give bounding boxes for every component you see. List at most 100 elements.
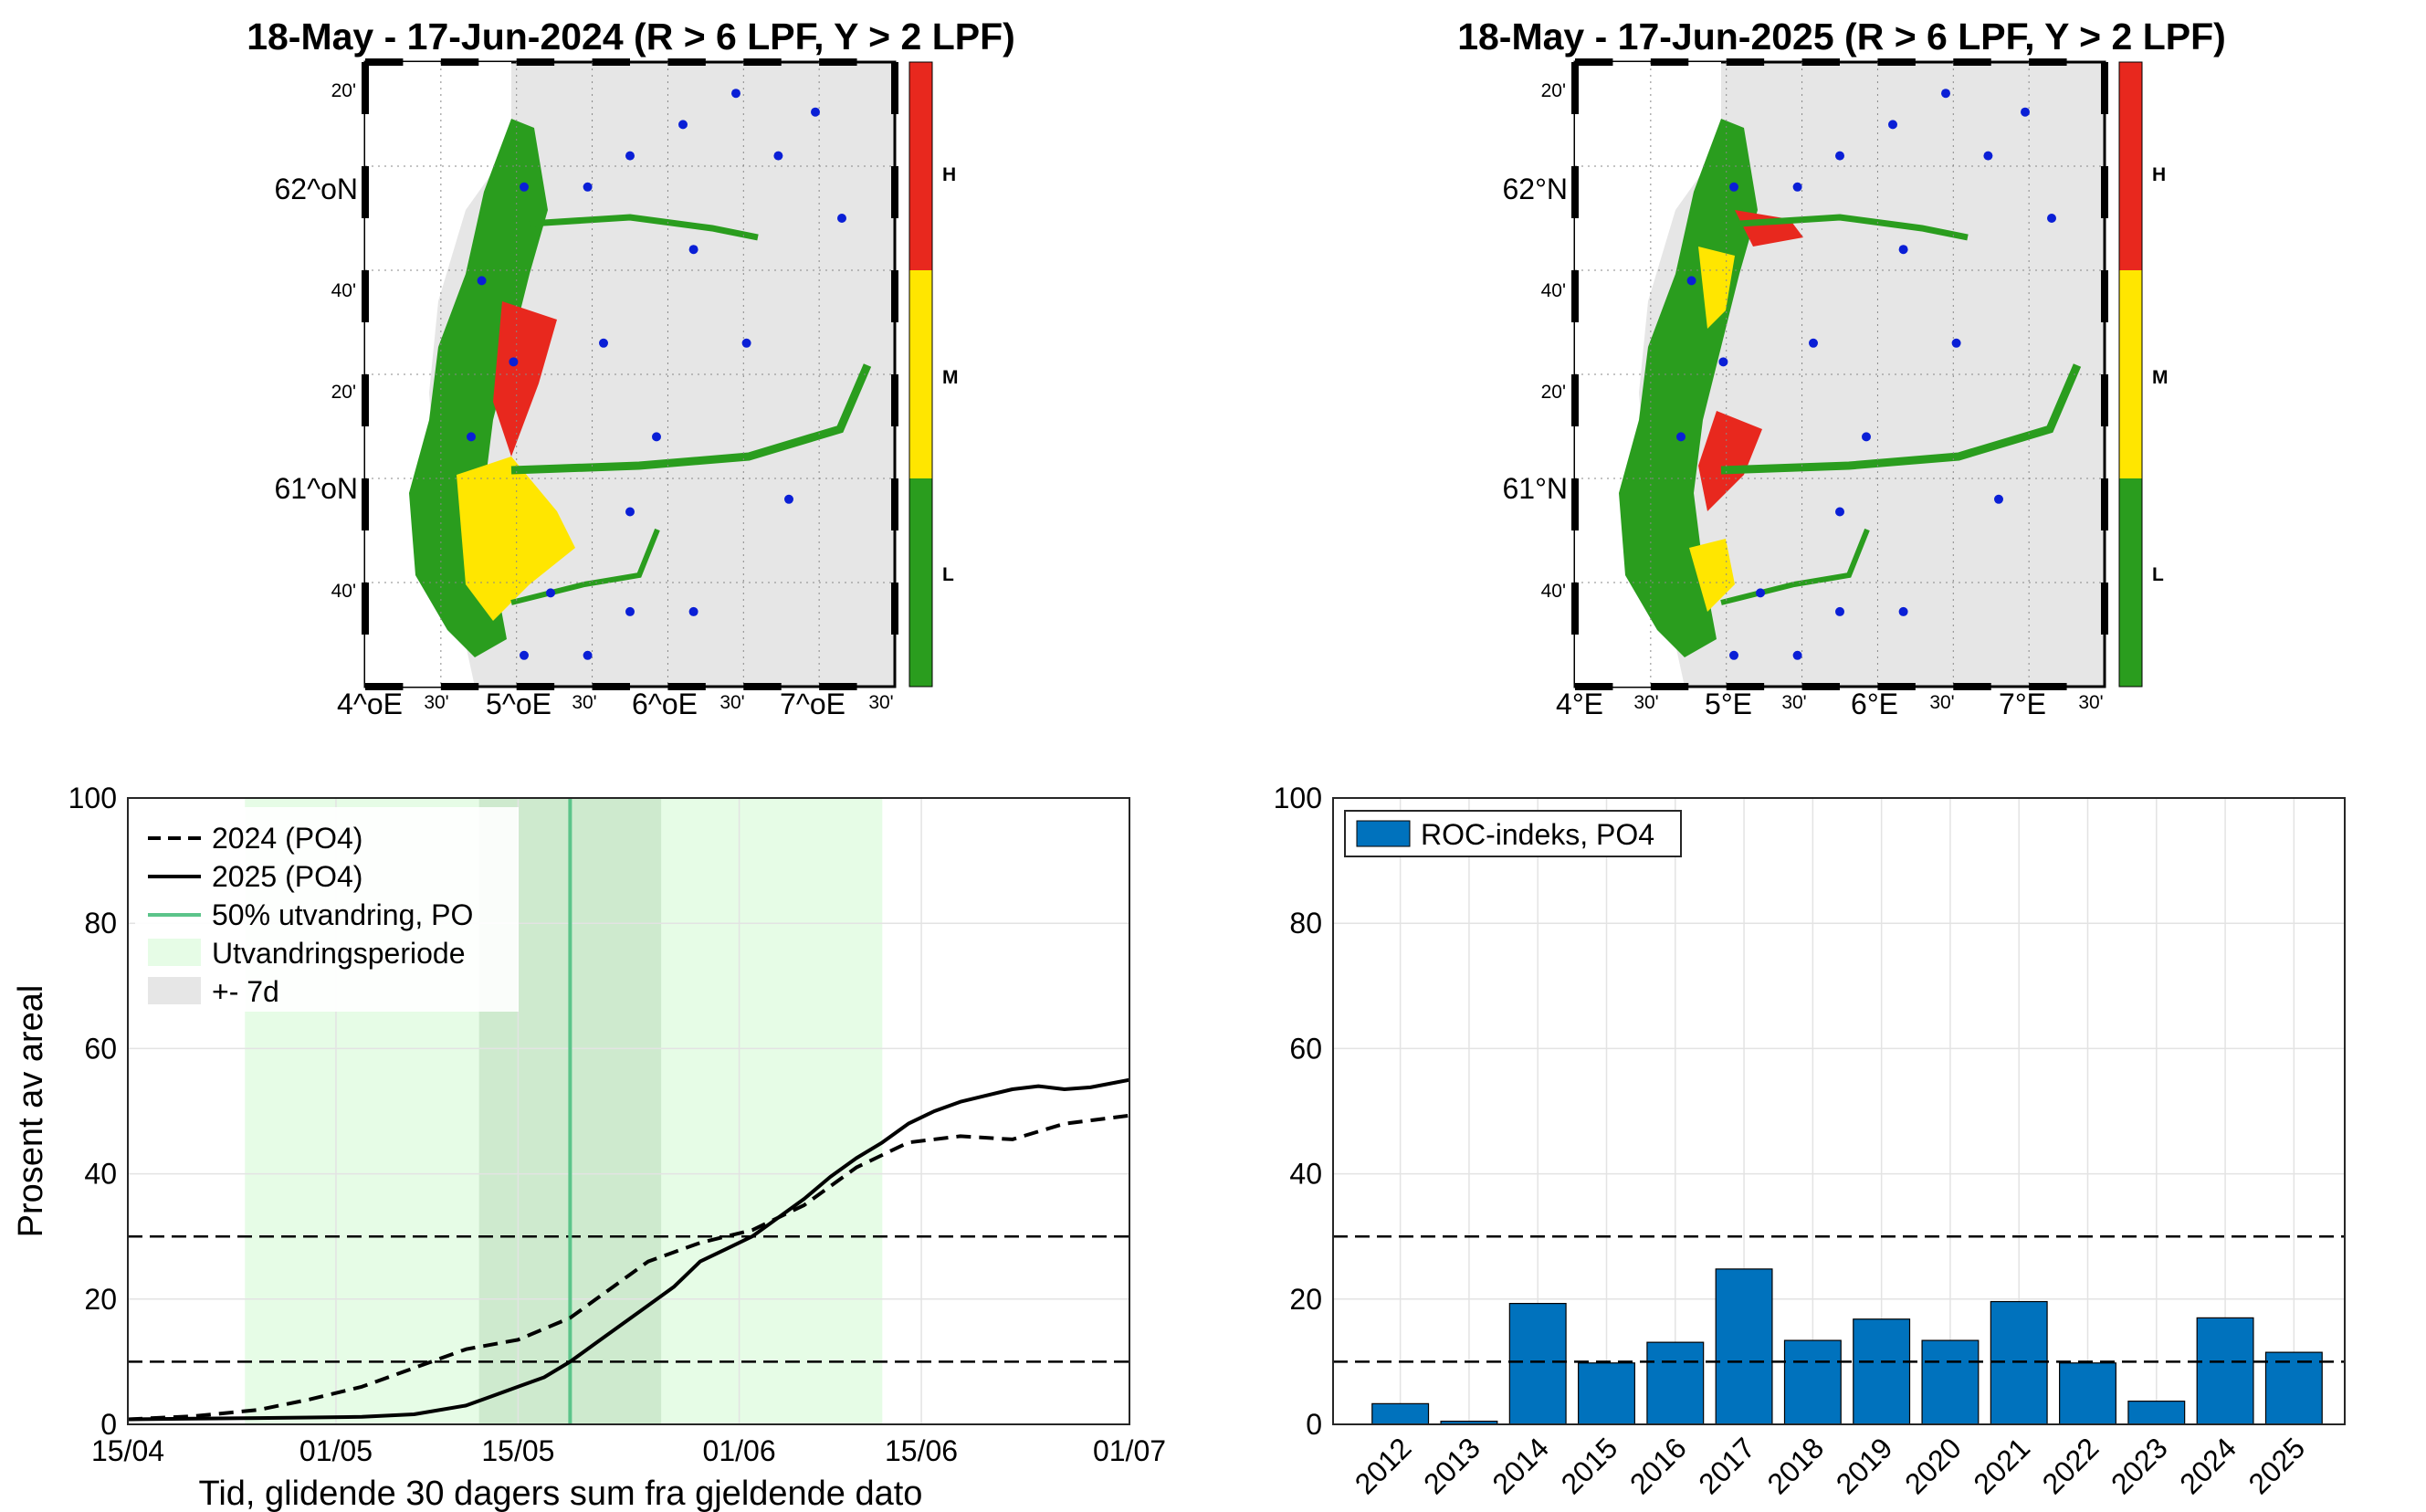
colorbar-label: H (942, 164, 956, 185)
station-marker (599, 338, 608, 348)
bar-plot-area (1333, 798, 2345, 1424)
series-line-2024 (128, 1113, 1129, 1422)
fjord-main (1720, 363, 2082, 475)
y-tick-label: 60 (84, 1032, 117, 1065)
bar-2021 (1990, 1300, 2048, 1425)
bar-2022 (2059, 1362, 2116, 1425)
bar-2024 (2196, 1317, 2254, 1425)
map-panel-2025: 18-May - 17-Jun-2025 (R > 6 LPF, Y > 2 L… (1457, 16, 2226, 720)
map-panel-2024: 18-May - 17-Jun-2024 (R > 6 LPF, Y > 2 L… (247, 16, 1015, 720)
station-marker (741, 338, 751, 348)
y-tick-label: 40 (1289, 1158, 1322, 1191)
map-frame-tick (1877, 683, 1916, 690)
station-marker (2021, 107, 2030, 117)
colorbar-label: L (942, 564, 954, 585)
map-frame-tick (2101, 374, 2108, 426)
y-tick-label: 0 (100, 1408, 117, 1441)
lat-labels: 20' 62°N 40' 20' 61°N 40' (1503, 80, 1569, 602)
line-plot-border (127, 797, 1130, 1425)
lon-label: 30' (1633, 692, 1658, 713)
colorbar-segment-medium (2119, 270, 2142, 478)
lat-label: 20' (1541, 382, 1566, 403)
map-frame-tick (1571, 62, 1579, 114)
risk-area-red (1698, 411, 1762, 511)
lon-label: 5°E (1705, 688, 1752, 720)
map-frame-tick (1726, 58, 1765, 66)
x-tick-label: 2025 (2242, 1431, 2312, 1500)
station-marker (1676, 432, 1686, 442)
legend-entry: +- 7d (212, 975, 279, 1008)
station-marker (1835, 507, 1844, 517)
station-marker (546, 588, 555, 598)
map-frame-tick (1726, 683, 1765, 690)
colorbar-segment-high (2119, 62, 2142, 270)
station-marker (1898, 606, 1908, 616)
bar-2016 (1646, 1341, 1705, 1425)
lon-labels: 4°E 30' 5°E 30' 6°E 30' 7°E 30' (1556, 688, 2104, 720)
station-marker (1951, 338, 1961, 348)
risk-area-red (493, 301, 557, 457)
map-frame-tick (592, 683, 630, 690)
x-tick-label: 15/04 (91, 1434, 164, 1467)
map-frame-tick (667, 683, 706, 690)
map-title-2024: 18-May - 17-Jun-2024 (R > 6 LPF, Y > 2 L… (247, 16, 1015, 58)
colorbar-label: M (942, 367, 959, 388)
bar-2020 (1921, 1339, 1980, 1425)
lon-label: 30' (2078, 692, 2103, 713)
map-frame-tick (1801, 683, 1840, 690)
legend-entry: 2024 (PO4) (212, 822, 362, 855)
station-marker (773, 151, 783, 161)
station-marker (520, 182, 529, 192)
lat-label: 40' (331, 581, 356, 602)
line-chart-xlabel: Tid, glidende 30 dagers sum fra gjeldend… (199, 1475, 923, 1512)
x-tick-label: 15/05 (481, 1434, 554, 1467)
map-frame-tick (891, 270, 898, 322)
y-tick-label: 60 (1289, 1032, 1322, 1065)
lat-label: 20' (331, 80, 356, 101)
map-frame-tick (362, 478, 369, 530)
y-tick-label: 80 (84, 907, 117, 940)
map-frame-tick (516, 58, 555, 66)
lon-label: 6^oE (632, 688, 698, 720)
x-tick-label: 2013 (1417, 1431, 1486, 1500)
lat-label: 61°N (1503, 472, 1569, 505)
x-tick-label: 2018 (1761, 1431, 1831, 1500)
line-chart-legend: 2024 (PO4) 2025 (PO4) 50% utvandring, PO… (135, 807, 519, 1012)
map-frame-tick (362, 374, 369, 426)
bar-chart-legend: ROC-indeks, PO4 (1344, 810, 1682, 857)
map-frame-tick (891, 374, 898, 426)
station-marker (731, 89, 740, 99)
colorbar-segment-medium (909, 270, 932, 478)
colorbar-segment-high (909, 62, 932, 270)
fjord-main (510, 363, 872, 475)
map-frame-tick (891, 166, 898, 218)
bar-plot-border (1332, 797, 2346, 1425)
y-tick-label: 100 (1274, 782, 1322, 814)
map-frame-tick (516, 683, 555, 690)
map-frame-tick (2101, 478, 2108, 530)
line-chart-ylabel: Prosent av areal (12, 985, 50, 1238)
lat-label: 62°N (1503, 173, 1569, 205)
station-marker (678, 120, 688, 130)
map-frame-tick (1650, 683, 1689, 690)
station-marker (1792, 650, 1802, 660)
map-frame-tick (362, 62, 369, 114)
map-frame-tick (891, 478, 898, 530)
station-marker (509, 357, 519, 367)
map-title-2025: 18-May - 17-Jun-2025 (R > 6 LPF, Y > 2 L… (1457, 16, 2226, 58)
station-marker (2047, 214, 2056, 223)
map-overlay (1571, 58, 2108, 690)
map-frame-tick (362, 583, 369, 635)
x-tick-label: 2016 (1623, 1431, 1693, 1500)
map-frame-tick (2101, 62, 2108, 114)
station-marker (467, 432, 476, 442)
coastal-zone (409, 119, 548, 657)
x-tick-label: 2014 (1486, 1431, 1555, 1500)
risk-area-yellow (1698, 247, 1735, 329)
map-frame-tick (2029, 683, 2067, 690)
map-frame-tick (1953, 683, 1991, 690)
bar-2025 (2264, 1351, 2323, 1425)
legend-entry: 2025 (PO4) (212, 860, 362, 893)
map-frame-tick (362, 270, 369, 322)
map-frame-tick (2101, 583, 2108, 635)
